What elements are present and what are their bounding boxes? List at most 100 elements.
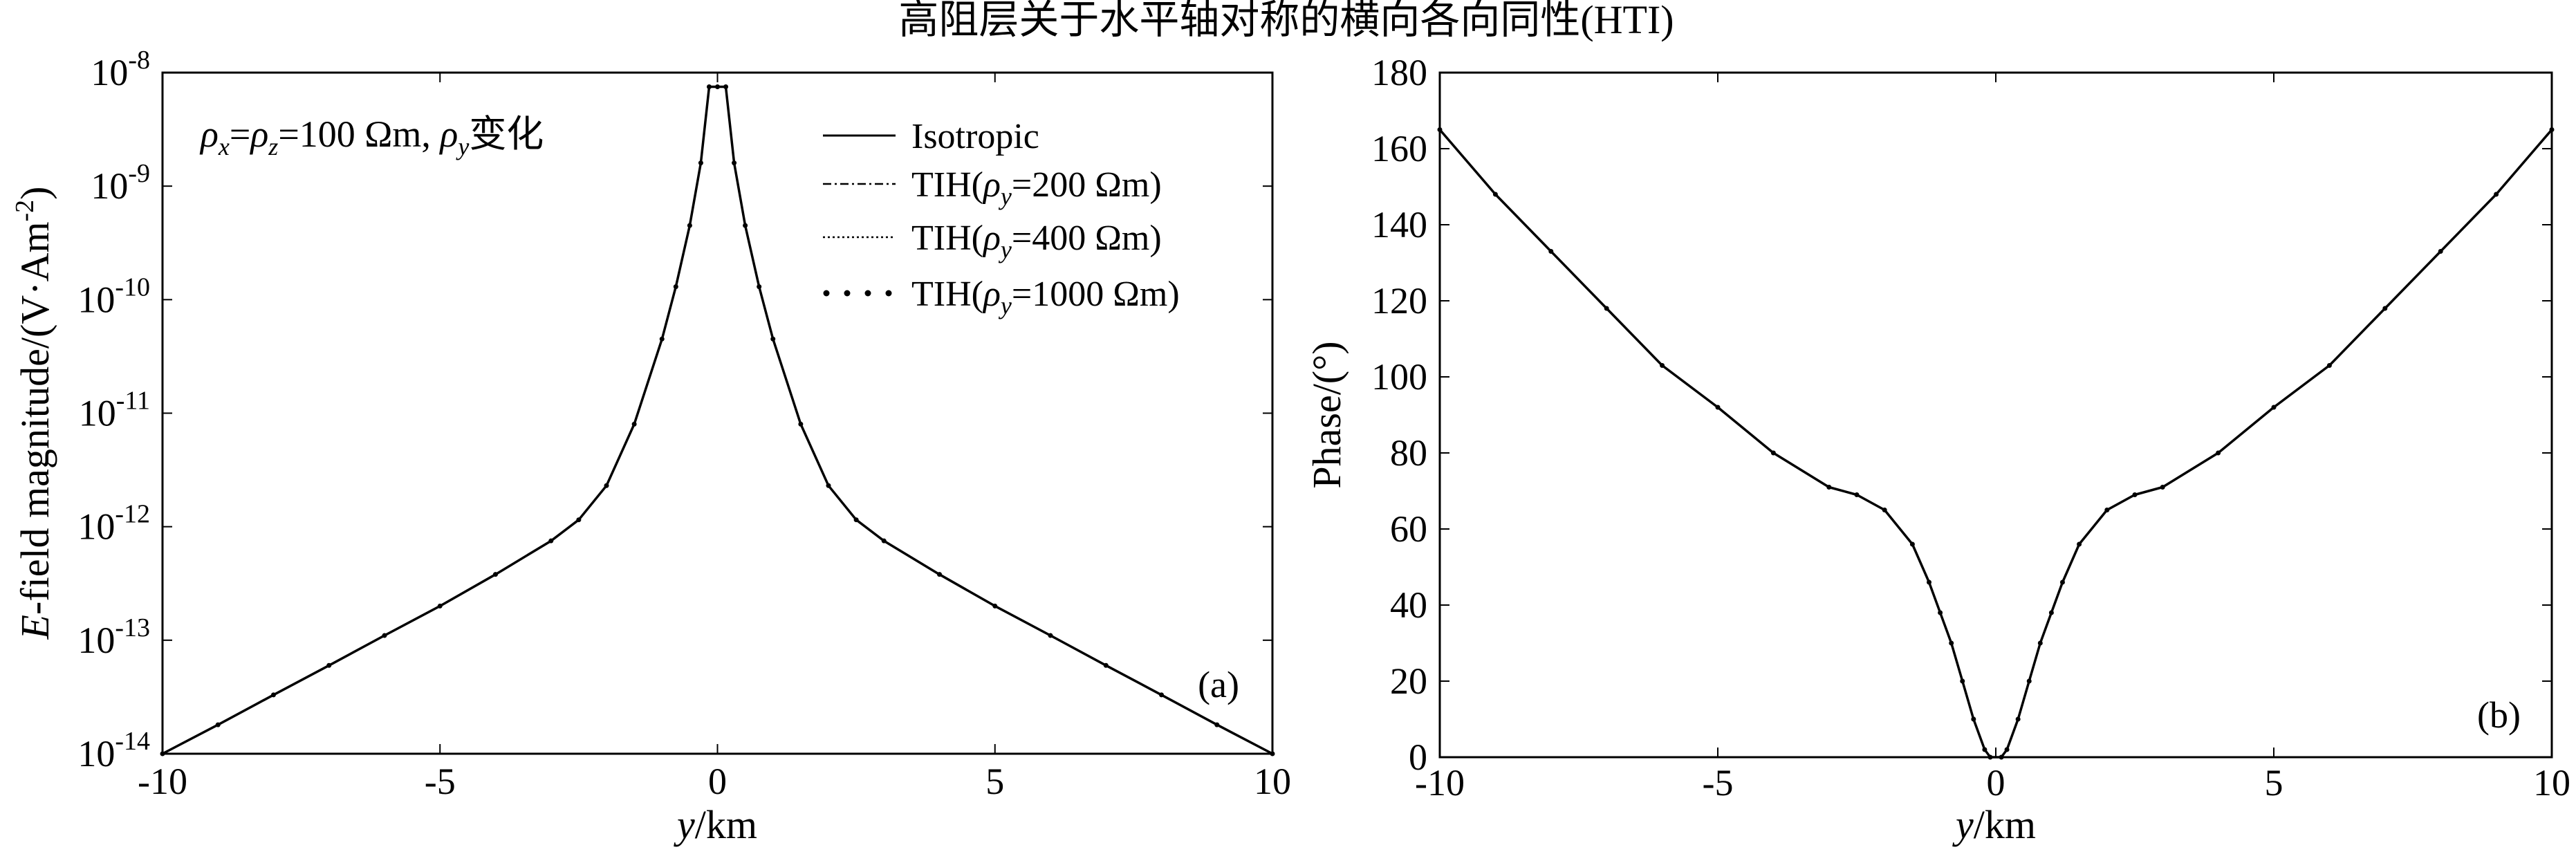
panel-a-y-tick-label: 10-8	[91, 46, 150, 93]
panel-b-data-point	[2059, 579, 2065, 585]
annotation-rho-1: ρ	[199, 113, 219, 155]
annotation-eq: =	[230, 113, 250, 155]
panel-a-x-tick-label: 0	[708, 761, 727, 802]
panel-a-data-point	[706, 84, 712, 90]
panel-b-data-point	[2077, 541, 2082, 547]
panel-a-y-tick-label: 10-10	[77, 272, 150, 320]
panel-b-y-tick-label: 80	[1390, 432, 1427, 474]
panel-b-data-point	[1715, 405, 1721, 410]
panel-b-y-tick-label: 40	[1390, 584, 1427, 626]
panel-a-x-axis-label: y/km	[674, 802, 757, 847]
legend-label-tih-400: TIH(ρy=400 Ωm)	[911, 219, 1162, 263]
panel-a-data-point	[698, 160, 703, 166]
legend-marker-tih-1000	[823, 290, 892, 297]
panel-b-data-point	[2382, 306, 2388, 311]
panel-a-y-tick-label: 10-14	[77, 727, 150, 774]
panel-a-data-point	[215, 722, 221, 727]
panel-b-data-point	[1854, 492, 1860, 497]
panel-b-series-group	[1437, 127, 2555, 760]
panel-a-data-point	[437, 603, 443, 609]
panel-a-data-point	[770, 336, 776, 342]
panel-b-data-point	[1770, 450, 1776, 456]
panel-b-y-tick-label: 180	[1371, 52, 1427, 93]
panel-b-data-point	[2271, 405, 2277, 410]
panel-a-data-point	[1214, 722, 1220, 727]
panel-b-data-point	[1949, 640, 1954, 646]
panel-a-x-ticks: -10 -5 0 5 10	[138, 73, 1291, 802]
legend-label-tih-200: TIH(ρy=200 Ωm)	[911, 165, 1162, 210]
panel-a-y-axis-label: E-field magnitude/(V·Am-2)	[10, 187, 57, 640]
panel-a-series-group	[160, 84, 1275, 756]
panel-b-data-point	[1492, 192, 1498, 197]
panel-a-data-point	[743, 223, 748, 228]
panel-b-x-axis-label: y/km	[1952, 802, 2036, 847]
panel-b-data-point	[1882, 508, 1887, 512]
panel-b-y-tick-label: 120	[1371, 280, 1427, 322]
panel-b-data-point	[2026, 678, 2032, 684]
annotation-sub-z: z	[268, 133, 278, 160]
panel-a-x-tick-label: 5	[985, 761, 1004, 802]
panel-a-data-point	[326, 662, 332, 668]
panel-a-data-point	[881, 538, 887, 544]
panel-a-data-point	[1048, 633, 1053, 638]
panel-a-data-point	[382, 633, 387, 638]
panel-b-data-point	[2216, 450, 2221, 456]
legend-label-tih-1000: TIH(ρy=1000 Ωm)	[911, 275, 1180, 319]
panel-a-y-ticks: 10-14 10-13 10-12 10-11 10-10 10-9 10-8	[77, 46, 1272, 774]
panel-b-data-point	[1660, 363, 1665, 368]
panel-a-data-point	[723, 84, 729, 90]
panel-b-y-tick-label: 60	[1390, 508, 1427, 550]
panel-b-data-point	[2494, 192, 2499, 197]
panel-a-data-point	[548, 538, 554, 544]
panel-a-label: (a)	[1198, 664, 1239, 705]
panel-a-data-point	[1103, 662, 1109, 668]
panel-b-x-tick-label: 0	[1987, 762, 2005, 804]
panel-a-data-point	[673, 284, 678, 290]
panel-b-y-tick-label: 0	[1409, 736, 1427, 778]
panel-a-y-tick-label: 10-13	[77, 613, 150, 661]
panel-a-data-point	[576, 517, 582, 523]
panel-b-data-point	[1604, 306, 1609, 311]
panel-a-x-tick-label: -5	[425, 761, 456, 802]
panel-a-y-tick-label: 10-11	[79, 387, 150, 434]
panel-b-x-tick-label: -5	[1703, 762, 1734, 804]
panel-b-data-point	[2326, 363, 2332, 368]
annotation-sub-y: y	[456, 133, 469, 160]
panel-b-data-point	[1971, 716, 1976, 722]
panel-a-x-tick-label: 10	[1254, 761, 1291, 802]
panel-a-data-point	[798, 421, 804, 427]
panel-b-y-tick-label: 140	[1371, 204, 1427, 245]
panel-a-data-point	[757, 284, 762, 290]
panel-a-data-point	[271, 692, 276, 698]
figure-title: 高阻层关于水平轴对称的横向各向同性(HTI)	[898, 0, 1674, 42]
panel-b-data-point	[1982, 747, 1987, 752]
panel-a-data-point	[826, 483, 831, 488]
panel-b-x-tick-label: -10	[1415, 762, 1465, 804]
panel-a-y-tick-label: 10-12	[77, 500, 150, 548]
panel-b-data-point	[1927, 579, 1932, 585]
panel-b-data-point	[2132, 492, 2138, 497]
panel-a-magnitude-chart: -10 -5 0 5 10 10-1410-1310-1210-1110-1010-91…	[10, 46, 1291, 847]
panel-b-y-axis-label: Phase/(°)	[1304, 341, 1349, 488]
panel-a-data-point	[659, 336, 665, 342]
panel-b-data-point	[2048, 610, 2054, 615]
annotation-suffix: 变化	[469, 113, 544, 155]
panel-a-data-point	[631, 421, 637, 427]
panel-b-data-point	[2015, 716, 2021, 722]
panel-b-phase-chart: -10 -5 0 5 10 0 20 40 60 80 100 120 140 160 180 (b) y…	[1304, 52, 2570, 847]
panel-a-legend: Isotropic TIH(ρy=200 Ωm) TIH(ρy=400 Ωm) …	[823, 117, 1180, 319]
annotation-value: =100 Ωm,	[278, 113, 440, 155]
panel-b-data-point	[2160, 485, 2165, 490]
panel-b-data-point	[1826, 485, 1832, 490]
annotation-sub-x: x	[218, 133, 230, 160]
panel-b-data-point	[2438, 249, 2443, 254]
annotation-rho-3: ρ	[438, 113, 458, 155]
panel-a-y-tick-label: 10-9	[91, 159, 150, 207]
panel-a-data-point	[853, 517, 859, 523]
panel-b-data-point	[2037, 640, 2043, 646]
panel-b-label: (b)	[2477, 694, 2521, 736]
panel-b-series-line-0	[1438, 129, 2553, 759]
panel-b-y-tick-label: 20	[1390, 660, 1427, 702]
panel-b-data-point	[1548, 249, 1554, 254]
